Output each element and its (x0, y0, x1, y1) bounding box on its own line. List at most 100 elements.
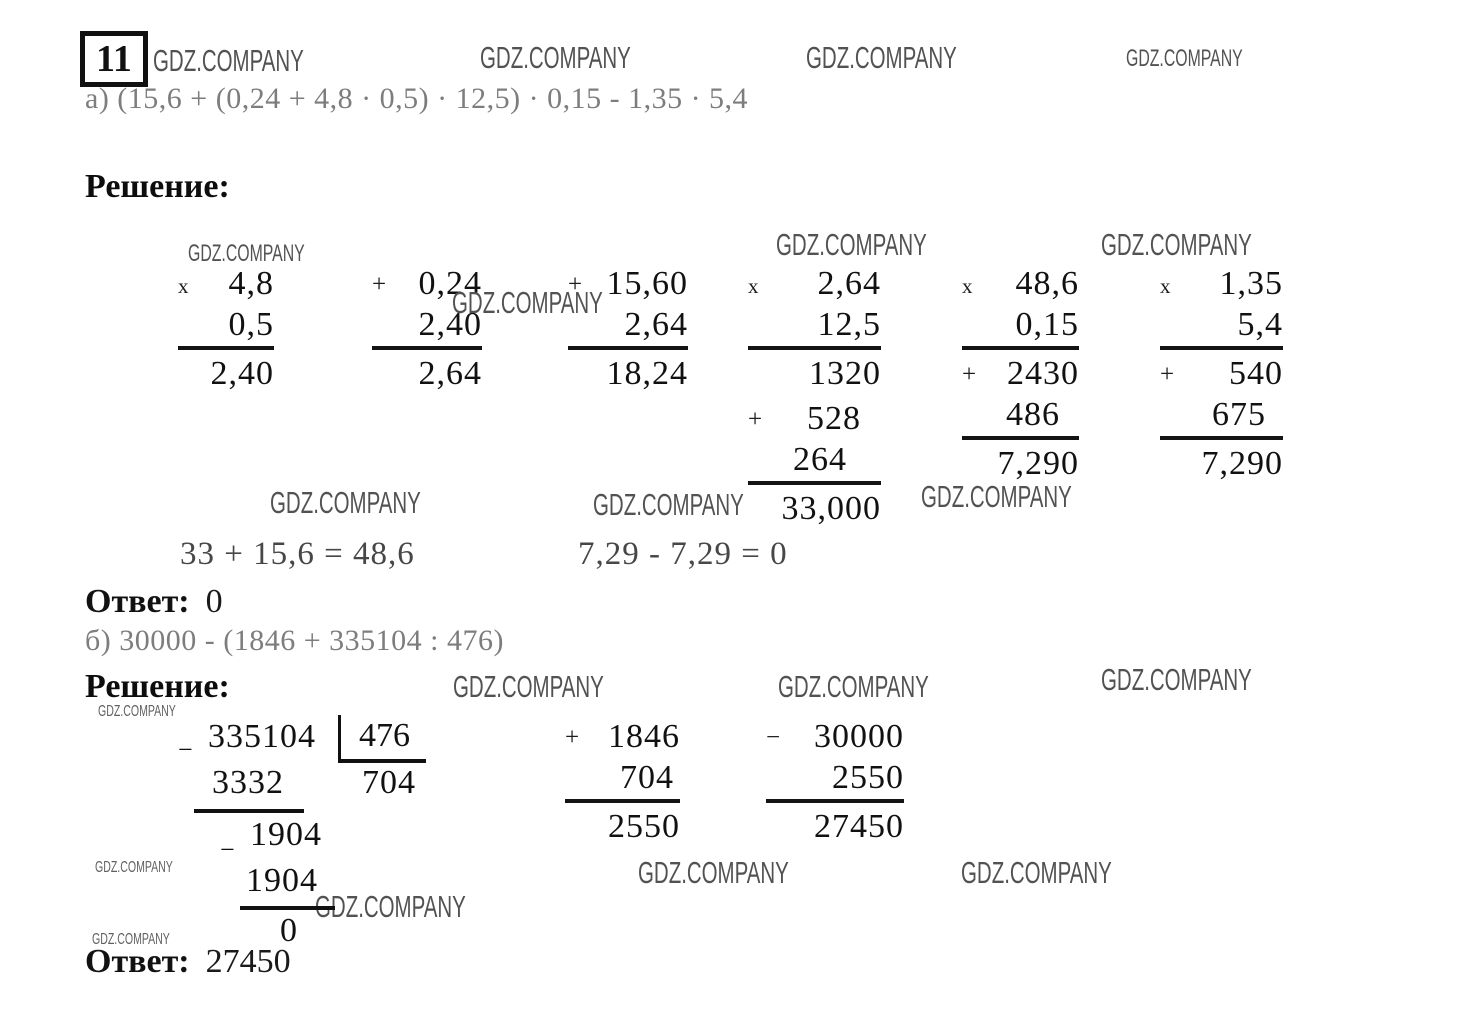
times-sign: x (1160, 274, 1171, 298)
work-row: x 2,64 (748, 260, 881, 305)
work-value: 2,64 (418, 355, 482, 392)
operator-sign: + (1160, 361, 1175, 388)
gdz-watermark: GDZ.COMPANY (1126, 45, 1243, 72)
work-value: 30000 (814, 718, 904, 755)
work-row: +0,24 (372, 260, 482, 305)
work-value: 2430 (1007, 355, 1079, 392)
work-value: 264 (793, 441, 847, 478)
operator-sign: + (748, 406, 763, 433)
division-divisor-box: 476 (338, 715, 426, 763)
work-value: 48,6 (1015, 265, 1079, 302)
times-sign: x (178, 274, 189, 298)
work-value: 2,40 (418, 306, 482, 343)
operator-sign: + (568, 271, 583, 298)
gdz-watermark: GDZ.COMPANY (188, 240, 305, 267)
work-value: 486 (1006, 396, 1060, 433)
work-value: 5,4 (1237, 306, 1283, 343)
work-value: 15,60 (606, 265, 688, 302)
division-quotient: 704 (362, 764, 416, 801)
equation-sum: 33 + 15,6 = 48,6 (180, 536, 415, 572)
work-value: 7,290 (997, 445, 1079, 482)
work-row: 2,64 (568, 305, 688, 350)
work-value: 1,35 (1219, 265, 1283, 302)
work-value: 675 (1212, 396, 1266, 433)
division-remainder-1: 1904 (250, 816, 322, 853)
work-value: 0,5 (228, 306, 274, 343)
work-value: 12,5 (817, 306, 881, 343)
work-row: 33,000 (748, 485, 881, 530)
times-sign: x (962, 274, 973, 298)
answer-value-a: 0 (205, 583, 223, 620)
gdz-watermark: GDZ.COMPANY (778, 669, 929, 704)
division-rule-2 (240, 906, 335, 910)
column-add-1846-and-704: +1846 704 2550 (565, 713, 680, 848)
work-row: x 4,8 (178, 260, 274, 305)
gdz-watermark: GDZ.COMPANY (1101, 662, 1252, 697)
work-row: x 48,6 (962, 260, 1079, 305)
division-subtrahend-2: 1904 (246, 862, 318, 899)
gdz-watermark: GDZ.COMPANY (1101, 227, 1252, 262)
work-row: +540 (1160, 350, 1283, 395)
work-value: 704 (620, 759, 674, 796)
work-value: 4,8 (228, 265, 274, 302)
solution-label-a: Решение: (85, 168, 230, 205)
work-value: 2550 (832, 759, 904, 796)
work-value: 2,40 (210, 355, 274, 392)
answer-part-b: Ответ: 27450 (85, 943, 291, 981)
work-value: 1320 (809, 355, 881, 392)
work-row: 2,40 (372, 305, 482, 350)
gdz-watermark: GDZ.COMPANY (95, 859, 173, 876)
gdz-watermark: GDZ.COMPANY (98, 703, 176, 720)
work-row: 704 (565, 758, 680, 803)
gdz-watermark: GDZ.COMPANY (453, 669, 604, 704)
work-value: 0,24 (418, 265, 482, 302)
gdz-watermark: GDZ.COMPANY (593, 487, 744, 522)
equation-difference: 7,29 - 7,29 = 0 (578, 536, 788, 572)
work-row: +1846 (565, 713, 680, 758)
work-value: 540 (1229, 355, 1283, 392)
answer-label-b: Ответ: (85, 943, 190, 980)
work-value: 528 (807, 400, 861, 437)
column-add-0-24-and-2-40: +0,24 2,40 2,64 (372, 260, 482, 395)
division-remainder-final: 0 (280, 912, 298, 949)
gdz-watermark: GDZ.COMPANY (921, 479, 1072, 514)
work-value: 18,24 (606, 355, 688, 392)
work-row: 7,290 (1160, 440, 1283, 485)
work-value: 33,000 (781, 490, 881, 527)
work-row: x 1,35 (1160, 260, 1283, 305)
work-row: 675 (1160, 395, 1283, 440)
gdz-watermark: GDZ.COMPANY (452, 285, 603, 320)
work-row: 2,64 (372, 350, 482, 395)
work-row: 2550 (565, 803, 680, 848)
work-value: 2,64 (624, 306, 688, 343)
gdz-watermark: GDZ.COMPANY (153, 43, 304, 78)
expression-part-a: а) (15,6 + (0,24 + 4,8 · 0,5) · 12,5) · … (85, 82, 749, 115)
division-dividend: 335104 (208, 718, 316, 755)
operator-sign: + (962, 361, 977, 388)
work-row: 12,5 (748, 305, 881, 350)
column-multiply-4-8-by-0-5: x 4,8 0,5 2,40 (178, 260, 274, 395)
work-value: 7,290 (1201, 445, 1283, 482)
gdz-watermark: GDZ.COMPANY (961, 855, 1112, 890)
work-value: 1846 (608, 718, 680, 755)
operator-sign: + (372, 271, 387, 298)
column-multiply-48-6-by-0-15: x 48,6 0,15 +2430 486 7,290 (962, 260, 1079, 485)
work-row: 264 (748, 440, 881, 485)
long-division-335104-by-476: − 335104 476 704 3332 1904 − 1904 0 (178, 715, 498, 955)
column-add-15-60-and-2-64: +15,60 2,64 18,24 (568, 260, 688, 395)
gdz-watermark: GDZ.COMPANY (776, 227, 927, 262)
column-multiply-2-64-by-12-5: x 2,64 12,5 1320 +528 264 33,000 (748, 260, 881, 530)
work-row: 5,4 (1160, 305, 1283, 350)
work-row: 2,40 (178, 350, 274, 395)
division-divisor: 476 (359, 717, 410, 754)
gdz-watermark: GDZ.COMPANY (480, 40, 631, 75)
operator-sign: − (766, 724, 781, 751)
gdz-watermark: GDZ.COMPANY (315, 889, 466, 924)
gdz-watermark: GDZ.COMPANY (638, 855, 789, 890)
work-value: 27450 (814, 808, 904, 845)
minus-sign: − (178, 735, 193, 764)
gdz-watermark: GDZ.COMPANY (806, 40, 957, 75)
answer-part-a: Ответ: 0 (85, 583, 223, 621)
work-row: 27450 (766, 803, 904, 848)
